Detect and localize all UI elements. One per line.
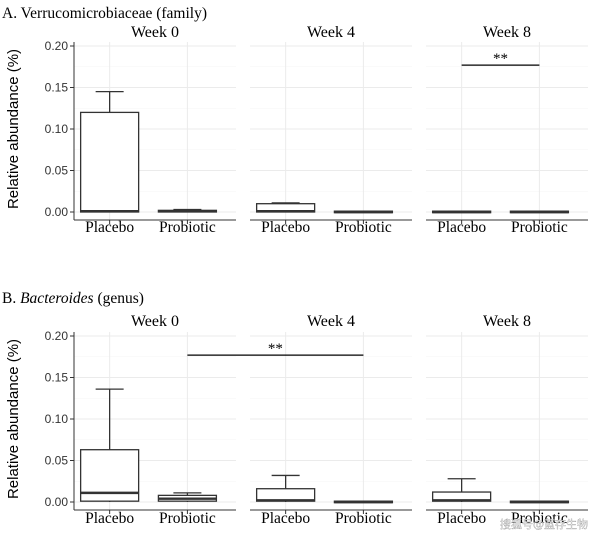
y-tick-label: 0.10: [45, 412, 69, 426]
box-probiotic: Probiotic: [509, 210, 570, 236]
y-tick-label: 0.05: [45, 164, 69, 178]
facet-3: Week 8 Placebo Probiotic: [426, 313, 588, 527]
box-probiotic: Probiotic: [157, 208, 218, 236]
box-placebo: Placebo: [79, 91, 140, 236]
facet-title: Week 4: [307, 24, 355, 41]
chart-panel-a: A. Verrucomicrobiaceae (family) Relative …: [2, 5, 588, 236]
significance-label: **: [268, 341, 283, 357]
facet-title: Week 8: [483, 313, 531, 330]
panel-title-italic: Bacteroides: [20, 290, 93, 307]
panel-title: B. Bacteroides (genus): [2, 290, 144, 307]
box-probiotic: Probiotic: [333, 210, 394, 236]
x-tick-label: Placebo: [85, 219, 134, 236]
chart-panel-b: B. Bacteroides (genus) Relative abundance…: [2, 290, 588, 527]
panel-title-suffix: (genus): [94, 290, 144, 307]
box-placebo: Placebo: [255, 202, 316, 236]
y-tick-label: 0.20: [45, 329, 69, 343]
x-tick-label: Placebo: [261, 219, 310, 236]
x-tick-label: Probiotic: [159, 510, 216, 527]
y-tick-label: 0.20: [45, 39, 69, 53]
facet-2: Week 4 Placebo Probiotic: [250, 24, 412, 236]
x-tick-label: Probiotic: [159, 219, 216, 236]
facet-title: Week 4: [307, 313, 355, 330]
facet-1: Week 0 Placebo Probiotic: [73, 313, 236, 527]
significance-bracket: **: [461, 51, 540, 67]
panel-title: A. Verrucomicrobiaceae (family): [2, 5, 207, 22]
x-tick-label: Probiotic: [511, 510, 568, 527]
y-axis-label: Relative abundance (%): [5, 339, 22, 499]
box-probiotic: Probiotic: [157, 492, 218, 527]
facet-title: Week 0: [131, 24, 179, 41]
significance-label: **: [493, 51, 508, 67]
facet-title: Week 8: [483, 24, 531, 41]
box-iqr: [79, 111, 140, 213]
x-tick-label: Placebo: [437, 219, 486, 236]
x-tick-label: Probiotic: [511, 219, 568, 236]
y-tick-label: 0.00: [45, 495, 69, 509]
panel-title-suffix: Verrucomicrobiaceae (family): [21, 5, 207, 22]
y-tick-label: 0.10: [45, 122, 69, 136]
box-placebo: Placebo: [79, 388, 140, 527]
facet-title: Week 0: [131, 313, 179, 330]
watermark-text: 搜狐号@蓝存生物: [500, 517, 588, 531]
y-tick-label: 0.00: [45, 205, 69, 219]
box-probiotic: Probiotic: [509, 500, 570, 527]
facet-2: Week 4 Placebo Probiotic: [250, 313, 412, 527]
box-placebo: Placebo: [431, 210, 492, 236]
x-tick-label: Placebo: [261, 510, 310, 527]
panel-title-prefix: B.: [2, 290, 20, 307]
box-placebo: Placebo: [431, 478, 492, 527]
box-probiotic: Probiotic: [333, 500, 394, 527]
x-tick-label: Placebo: [437, 510, 486, 527]
y-tick-label: 0.05: [45, 454, 69, 468]
panel-title-prefix: A.: [2, 5, 21, 22]
y-tick-label: 0.15: [45, 81, 69, 95]
facet-3: Week 8 Placebo Probiotic: [426, 24, 588, 236]
box-placebo: Placebo: [255, 474, 316, 527]
y-axis-label: Relative abundance (%): [5, 49, 22, 209]
facet-1: Week 0 Placebo Probiotic: [73, 24, 236, 236]
significance-bracket: **: [187, 341, 364, 357]
x-tick-label: Probiotic: [335, 219, 392, 236]
x-tick-label: Placebo: [85, 510, 134, 527]
x-tick-label: Probiotic: [335, 510, 392, 527]
y-tick-label: 0.15: [45, 371, 69, 385]
